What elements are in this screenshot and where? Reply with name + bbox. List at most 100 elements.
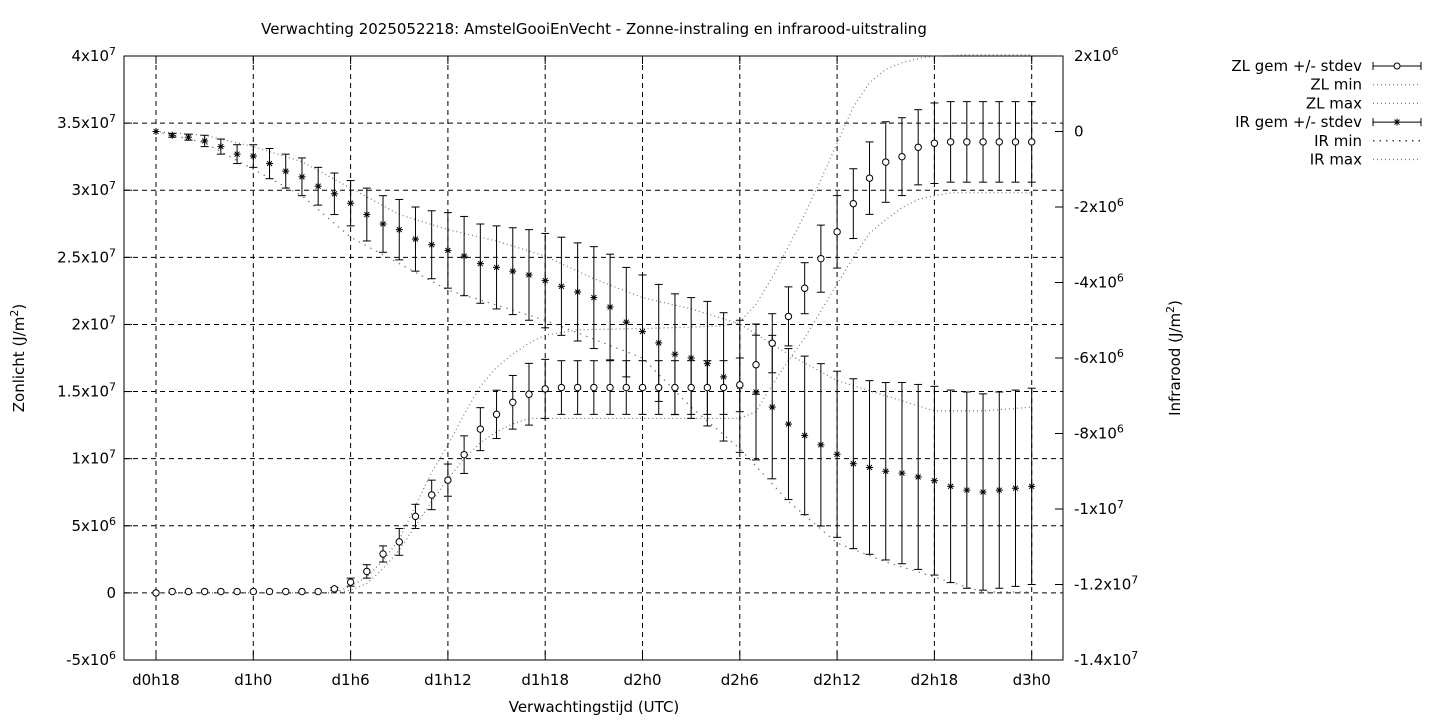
x-tick-label: d2h18 [911,671,959,689]
series-layer [152,54,1036,597]
ir-mean-point [817,441,825,449]
ir-mean-point [282,167,290,175]
ir-mean-point [411,235,419,243]
ir-mean-point [314,182,322,190]
zl-mean-point [265,587,274,596]
legend-label: ZL gem +/- stdev [1231,57,1362,75]
zl-mean-point [427,491,436,499]
ir-mean-point [898,469,906,477]
ir-mean-point [379,220,387,228]
x-tick-label: d3h0 [1013,671,1051,689]
zl-mean-point [606,383,614,392]
zl-mean-point [963,138,971,146]
zl-mean-point [995,138,1003,146]
zl-mean-point [817,254,825,263]
ir-mean-point [509,267,517,275]
x-tick-label: d2h6 [721,671,759,689]
x-ticks: d0h18 d1h0 d1h6 d1h12 d1h18 d2h0 d2h6 d2h12 d2h1… [132,56,1051,689]
zl-mean-point [298,587,306,596]
zl-mean-point [622,383,630,392]
ir-mean-point [557,282,565,290]
zl-mean-point [541,385,549,393]
ir-mean-point [233,150,241,158]
zl-mean-point [784,312,793,321]
zl-mean-point [217,587,225,596]
zl-mean-point [168,587,176,596]
y2-tick-label: -8x106 [1074,423,1124,443]
zl-mean-point [557,383,566,392]
y-tick-label: -5x106 [66,649,116,669]
zl-mean-point [233,587,241,596]
x-axis-label: Verwachtingstijd (UTC) [509,698,680,716]
ir-mean-point [1011,484,1019,492]
y-tick-label: 3x107 [71,179,116,199]
ir-mean-point [460,252,468,260]
ir-mean-point [476,260,484,268]
x-tick-label: d1h6 [332,671,370,689]
series-zl-max-line [156,54,1032,594]
ir-mean-point [979,488,987,496]
zl-mean-point [395,538,403,546]
zl-mean-point [800,284,809,292]
ir-mean-point [687,354,695,362]
ir-mean-point [525,271,533,279]
y2-tick-label: -2x106 [1074,196,1124,216]
zl-mean-point [752,361,760,369]
zl-mean-point [671,383,679,392]
x-tick-label: d2h12 [813,671,861,689]
y-axis-label: Zonlicht (J/m2) [8,304,28,413]
zl-mean-point [1011,138,1020,146]
legend-marker [1393,62,1401,70]
y-tick-label: 4x107 [71,45,116,65]
ir-mean-point [849,460,857,468]
legend-label: IR gem +/- stdev [1235,113,1362,131]
ir-mean-point [184,133,192,141]
y2-tick-label: -1.4x107 [1074,649,1138,669]
zl-mean-point [930,139,939,147]
y-tick-label: 3.5x107 [57,112,116,132]
ir-mean-point [833,450,841,458]
y2-tick-label: -1x107 [1074,498,1124,518]
ir-mean-point [671,350,679,358]
y2-ticks: -1.4x107 -1.2x107 -1x107 -8x106 -6x106 -4x106… [1055,45,1138,669]
zl-mean-point [703,383,712,392]
y2-axis-label: Infrarood (J/m2) [1164,300,1184,416]
x-tick-label: d2h0 [623,671,661,689]
ir-mean-point [347,199,355,207]
x-tick-label: d1h12 [424,671,472,689]
ir-mean-point [428,241,436,249]
y-ticks: -5x106 0 5x106 1x107 1.5x107 2x107 2.5x107 3x10… [57,45,132,669]
ir-mean-point [930,477,938,485]
ir-mean-point [963,486,971,494]
ir-mean-point [947,482,955,490]
ir-mean-point [201,137,209,145]
zl-mean-point [411,512,420,521]
zl-mean-point [979,138,987,146]
zl-mean-point [946,138,955,146]
ir-mean-point [784,420,792,428]
ir-mean-point [914,473,922,481]
zl-mean-point [590,383,598,392]
zl-mean-point [492,410,501,419]
legend-marker [1393,118,1401,126]
ir-mean-point [152,128,160,135]
ir-mean-point [866,463,874,471]
y-tick-label: 1x107 [71,448,116,468]
ir-mean-point [444,246,452,254]
zl-mean-point [736,381,744,389]
zl-mean-point [573,383,582,392]
zl-mean-point [849,199,858,208]
ir-mean-point [655,339,663,347]
y2-tick-label: -1.2x107 [1074,574,1138,594]
chart-title: Verwachting 2025052218: AmstelGooiEnVech… [261,20,927,38]
legend-label: IR max [1310,151,1362,169]
zl-mean-point [525,390,533,398]
zl-mean-point [363,567,371,576]
zl-mean-point [914,143,922,151]
ir-mean-point [606,303,614,311]
ir-mean-point [266,160,274,168]
ir-mean-point [622,318,630,326]
ir-mean-point [249,152,257,160]
zl-mean-point [1028,138,1036,146]
